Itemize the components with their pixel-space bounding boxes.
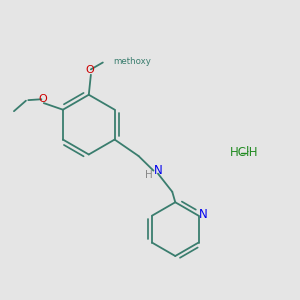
Text: O: O (85, 65, 94, 75)
Text: methoxy: methoxy (113, 56, 151, 65)
Text: HCl: HCl (230, 146, 250, 160)
Text: O: O (38, 94, 47, 104)
Text: ·H: ·H (245, 146, 258, 160)
Text: N: N (199, 208, 208, 221)
Text: H: H (145, 170, 152, 180)
Text: N: N (154, 164, 162, 177)
